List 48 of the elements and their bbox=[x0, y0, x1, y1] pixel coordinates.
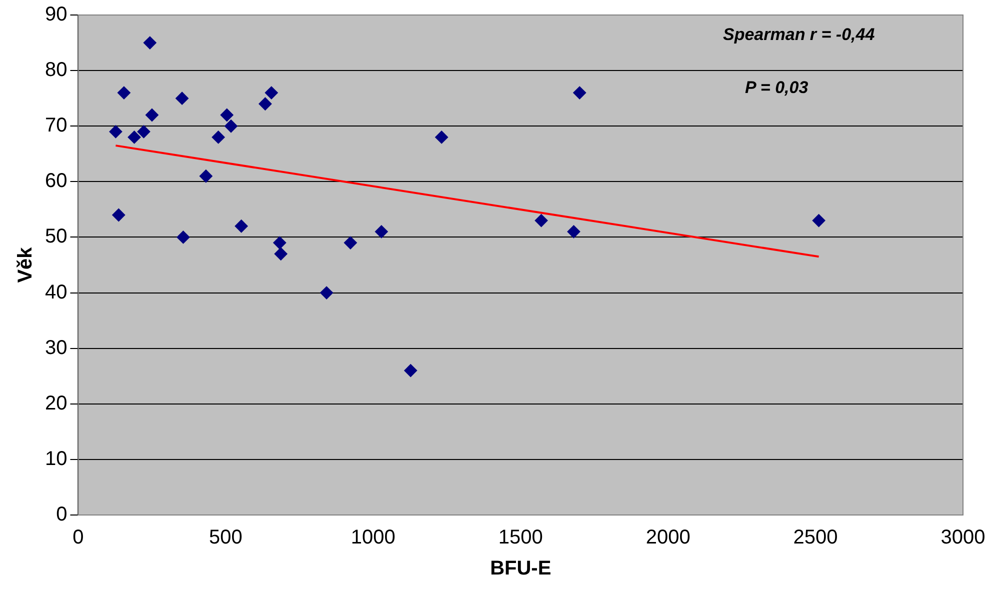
y-tick-label: 60 bbox=[44, 170, 68, 192]
point bbox=[374, 225, 388, 238]
point bbox=[234, 220, 248, 233]
x-tick-label: 2500 bbox=[793, 526, 838, 549]
point bbox=[274, 247, 288, 260]
y-tick-label: 50 bbox=[44, 226, 68, 248]
point bbox=[220, 108, 234, 122]
point bbox=[404, 364, 418, 378]
x-tick-label: 3000 bbox=[940, 526, 986, 549]
point bbox=[567, 225, 580, 238]
y-tick-label: 20 bbox=[44, 392, 68, 414]
point bbox=[534, 214, 548, 228]
point bbox=[112, 208, 126, 222]
x-tick-label: 500 bbox=[209, 526, 242, 549]
point bbox=[264, 86, 278, 100]
y-tick-label: 0 bbox=[56, 504, 68, 526]
x-tick-label: 1000 bbox=[350, 526, 396, 549]
y-tick-label: 40 bbox=[44, 281, 68, 304]
x-tick-label: 1500 bbox=[498, 526, 543, 549]
annotation: Spearman r = -0,44 bbox=[723, 25, 876, 44]
y-tick-label: 90 bbox=[44, 4, 68, 26]
point bbox=[176, 92, 189, 105]
y-axis-title: Věk bbox=[14, 246, 37, 283]
x-axis-title: BFU-E bbox=[490, 558, 552, 580]
point bbox=[212, 130, 225, 144]
point bbox=[224, 120, 238, 133]
point bbox=[128, 130, 141, 144]
point bbox=[109, 125, 122, 138]
y-tick-label: 80 bbox=[44, 59, 68, 82]
x-tick-label: 0 bbox=[72, 526, 84, 549]
point bbox=[137, 125, 150, 138]
y-tick-label: 10 bbox=[44, 448, 68, 470]
point bbox=[145, 108, 158, 122]
point bbox=[435, 130, 448, 144]
annotation: P = 0,03 bbox=[745, 78, 809, 97]
point bbox=[117, 86, 130, 100]
point bbox=[143, 36, 156, 50]
point bbox=[273, 236, 286, 250]
point bbox=[344, 236, 357, 250]
point bbox=[258, 97, 272, 110]
y-tick-label: 30 bbox=[44, 336, 68, 359]
point bbox=[320, 286, 334, 300]
point bbox=[812, 214, 826, 228]
y-tick-label: 70 bbox=[44, 114, 68, 137]
x-tick-label: 2000 bbox=[646, 526, 690, 549]
point bbox=[199, 170, 212, 183]
point bbox=[573, 86, 586, 100]
point bbox=[176, 230, 190, 244]
